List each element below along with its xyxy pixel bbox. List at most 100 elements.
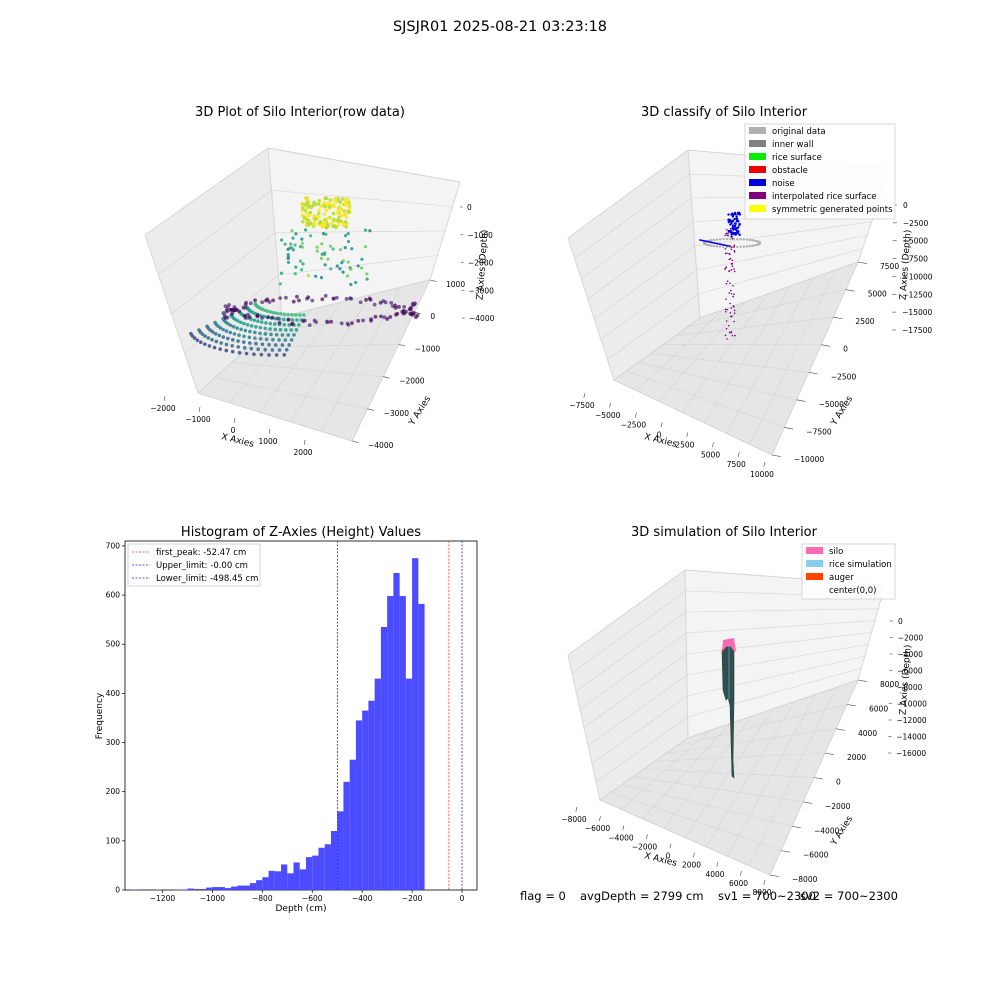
panel2-point [737,212,741,216]
panel1-point [224,342,229,347]
panel1-y-tick-mark [367,408,375,411]
panel2-z-tick-label: −15000 [902,308,932,317]
panel2-x-tick-label: 7500 [727,460,746,469]
panel2-point [732,213,735,216]
panel1-point [258,325,263,330]
panel1-x-tick-mark [163,395,166,401]
panel1-point [291,248,295,252]
panel4-grid [567,569,886,876]
panel3-y-ticks: 0 100 200 300 400 500 600 700 [106,541,125,895]
panel3-x-tick-label: −1200 [150,894,176,903]
panel1-point [275,311,279,316]
panel1-point [291,299,296,304]
panel1-point [356,319,361,323]
panel2-point [726,280,729,283]
panel2-gridline [613,379,773,456]
panel1-point [230,343,234,348]
panel4-y-tick-label: 8000 [880,680,899,689]
panel4-y-tick-label: −8000 [792,875,818,884]
panel1-point [282,312,287,317]
panel1-point [247,335,252,340]
panel1-title: 3D Plot of Silo Interior(row data) [195,105,405,120]
panel1-point [323,220,327,225]
panel2-point [727,229,730,233]
panel2-point [753,239,756,242]
panel1-point [267,300,272,304]
panel3-y-tick-label: 400 [106,689,121,698]
panel1-x-tick-label: −2000 [150,404,176,413]
panel4-gridline [583,653,687,728]
panel1-point [258,337,263,341]
panel1-y-label: Y Axies [407,394,433,428]
panel1-point [242,321,246,326]
panel1-point [200,332,205,336]
panel3-y-tick-label: 0 [115,886,120,895]
panel1-point [289,242,293,246]
panel1-point [389,301,394,305]
panel2-gridline [650,353,809,373]
panel1-point [361,318,365,323]
panel1-point [265,309,270,313]
panel2-point [725,327,728,330]
panel1-point [324,202,329,206]
panel1-point [301,262,305,266]
histogram-bar [231,886,238,890]
panel1-gridline [274,230,446,233]
panel1-point [298,259,303,263]
panel2-x-tick-mark [660,422,663,428]
panel2-point [724,234,726,237]
panel4-x-tick-label: 0 [666,852,671,861]
panel2-legend-swatch [749,166,766,173]
panel2-legend-swatch [749,140,766,147]
panel2-point [731,227,734,230]
panel2-legend-swatch [749,192,766,199]
panel2-legend-label: original data [772,127,826,137]
panel1-point [273,322,277,326]
panel1-point [290,229,294,233]
panel2-title: 3D classify of Silo Interior [641,105,808,120]
panel2-x-tick-mark [686,432,689,438]
panel3-x-ticks: −1200 −1000 −800 −600 −400 −200 0 [150,890,465,903]
panel2-point [739,245,742,249]
panel4-x-tick-mark [716,861,719,867]
panel2-point [730,246,733,248]
panel1-point [274,332,279,337]
panel1-point [314,274,318,278]
panel2-gridline [698,248,863,295]
panel2-point [736,237,739,241]
panel1-point [206,336,211,340]
panel2-legend-label: inner wall [772,140,813,150]
panel1-gridline [320,287,401,432]
panel1-point [347,210,351,214]
panel4-gridline [686,620,875,634]
panel1-point [328,244,333,248]
panel4-legend: silo rice simulation auger center(0,0) [801,543,896,600]
panel1-point [301,206,305,210]
panel1-point [281,317,286,322]
panel2-point [727,218,731,221]
panel4-z-tick-label: −4000 [898,650,924,659]
panel2-point [737,230,740,233]
panel2-point [732,295,734,298]
panel1-point [282,353,287,357]
panel1-point [300,237,304,241]
panel2-gridline [681,293,768,413]
panel2-y-tick-mark [771,454,781,457]
panel1-point [331,211,336,216]
panel1-point [344,215,349,219]
panel1-point [246,312,250,317]
panel2-point [735,215,738,218]
panel2-legend-label: rice surface [772,153,822,163]
panel1-gridline [281,279,431,318]
panel2-gridline [587,221,694,300]
panel2-point [745,238,749,241]
panel2-gridline [636,309,723,391]
panel4-x-tick-label: −4000 [608,833,634,842]
histogram-bar [293,862,300,890]
panel2-point [729,282,731,285]
histogram-bar [299,869,306,890]
panel3-legend-label: Upper_limit: -0.00 cm [156,561,248,571]
panel2-point [729,257,732,260]
panel1-point [300,245,305,249]
